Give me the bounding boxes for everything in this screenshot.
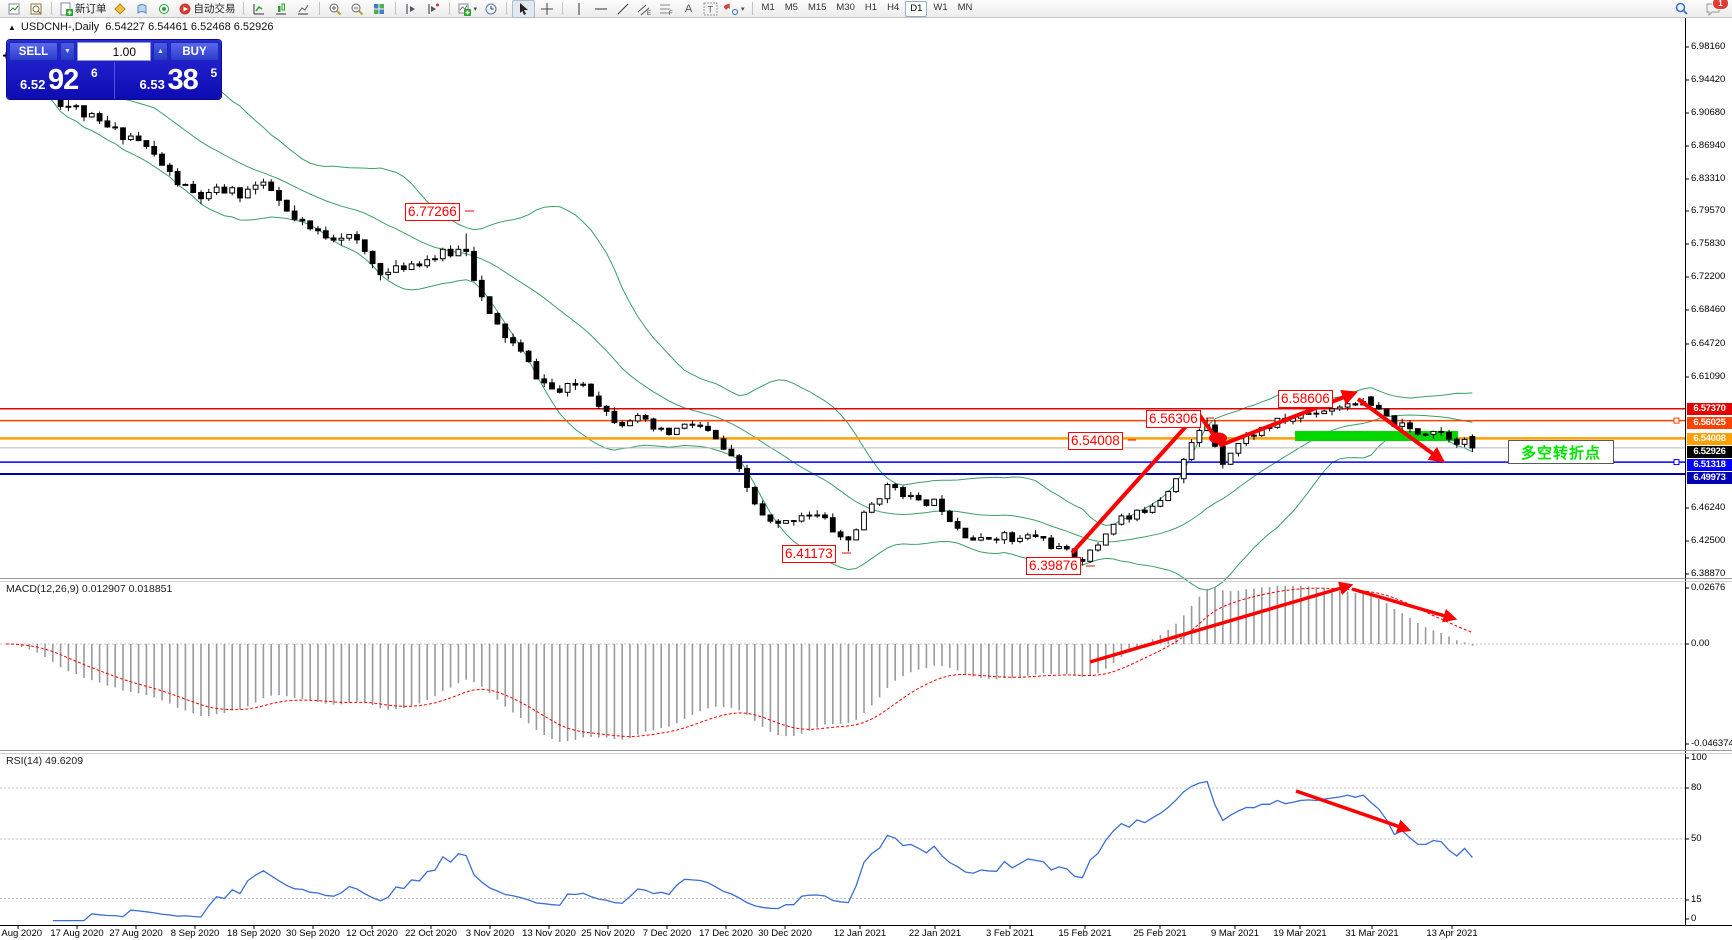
chart-autoscroll-icon[interactable] — [423, 1, 444, 17]
mql-community-icon[interactable] — [132, 1, 153, 17]
toolbar-separator — [394, 2, 396, 15]
chart-shift-icon[interactable] — [401, 1, 422, 17]
alerts-icon[interactable] — [110, 1, 131, 17]
bollinger-bands — [5, 43, 1473, 591]
chat-unread-badge: 1 — [1712, 0, 1729, 10]
fibonacci-tool[interactable]: F — [656, 1, 677, 17]
toolbar-separator — [51, 2, 52, 15]
panel-splitter-macd[interactable] — [0, 578, 1732, 579]
buy-price-point: 5 — [210, 66, 218, 80]
zoom-out-button[interactable] — [347, 1, 368, 17]
dropdown-caret-icon: ▾ — [741, 5, 745, 13]
line-selection-handle[interactable] — [1673, 459, 1680, 466]
ohlc-values: 6.54227 6.54461 6.52468 6.52926 — [105, 21, 274, 33]
rsi-indicator-label: RSI(14) 49.6209 — [6, 755, 84, 767]
red-ellipse-marker[interactable] — [1209, 432, 1227, 444]
vertical-line-tool[interactable] — [568, 1, 589, 17]
panel-splitter-rsi[interactable] — [0, 750, 1732, 751]
timeframe-button-h1[interactable]: H1 — [864, 2, 878, 13]
buy-price-area[interactable]: 6.53 38 5 — [115, 62, 222, 99]
collapse-arrow-icon[interactable]: ▲ — [8, 23, 16, 32]
svg-text:F: F — [669, 11, 673, 16]
svg-text:T: T — [708, 4, 714, 14]
dropdown-caret-icon: ▾ — [473, 5, 478, 13]
timeframe-button-m5[interactable]: M5 — [784, 2, 798, 13]
horizontal-level-lines[interactable] — [0, 408, 1685, 475]
toolbar-separator — [242, 2, 244, 15]
turning-point-annotation[interactable]: 多空转折点 — [1508, 440, 1614, 464]
timeframe-toolbar: M1 M5 M15 M30 H1 H4 D1 W1 MN — [758, 0, 977, 17]
zoom-in-button[interactable] — [325, 1, 346, 17]
green-zone-rectangle[interactable] — [1295, 431, 1458, 441]
timeframe-button-m1[interactable]: M1 — [761, 2, 775, 13]
crosshair-tool[interactable] — [536, 1, 557, 17]
auto-trading-button[interactable]: 自动交易 — [176, 1, 238, 17]
text-label-tool[interactable]: T — [700, 1, 721, 17]
sell-price-pips: 92 — [48, 64, 79, 96]
one-click-trading-panel: SELL ▼ 1.00 ▲ BUY 6.52 92 6 6.53 38 5 — [7, 40, 221, 99]
chat-icon[interactable]: 1 — [1702, 0, 1729, 17]
sell-price-base: 6.52 — [20, 77, 46, 92]
timeframe-button-d1[interactable]: D1 — [905, 0, 928, 17]
profiles-icon[interactable] — [25, 1, 46, 17]
timeframe-button-w1[interactable]: W1 — [933, 2, 948, 13]
toolbar-separator — [506, 2, 508, 15]
sell-price-area[interactable]: 6.52 92 6 — [7, 62, 115, 99]
add-indicator-button[interactable]: ▾ — [455, 1, 480, 17]
main-toolbar: 新订单 自动交易 ▾ — [0, 0, 1732, 18]
buy-price-base: 6.53 — [139, 77, 165, 92]
toolbar-separator — [562, 2, 564, 15]
volume-increase-button[interactable]: ▲ — [153, 42, 168, 61]
volume-input[interactable]: 1.00 — [77, 42, 151, 61]
panel-splitter-macd-2 — [0, 581, 1732, 582]
period-clock-icon[interactable] — [480, 1, 501, 17]
timeframe-button-h4[interactable]: H4 — [887, 2, 900, 13]
equidistant-channel-tool[interactable]: E — [634, 1, 655, 17]
line-selection-handle[interactable] — [1673, 417, 1680, 424]
red-annotation-arrows[interactable] — [1070, 390, 1458, 833]
new-order-label: 新订单 — [75, 3, 107, 15]
arrows-tool[interactable]: ▾ — [722, 1, 747, 17]
horizontal-line-tool[interactable] — [590, 1, 611, 17]
toolbar-separator — [448, 2, 450, 15]
sell-button[interactable]: SELL — [9, 42, 58, 61]
sell-price-point: 6 — [91, 66, 98, 80]
bar-chart-icon[interactable] — [249, 1, 270, 17]
auto-trading-label: 自动交易 — [193, 3, 236, 15]
cursor-tool[interactable] — [512, 0, 536, 18]
candlestick-chart-icon[interactable] — [271, 1, 292, 17]
new-order-button[interactable]: 新订单 — [57, 1, 109, 17]
price-axis-line[interactable] — [1685, 18, 1686, 925]
rsi-plot — [0, 780, 1685, 922]
timeframe-button-mn[interactable]: MN — [957, 2, 973, 13]
toolbar-separator — [751, 2, 753, 15]
tile-windows-icon[interactable] — [369, 1, 390, 17]
signals-icon[interactable] — [154, 1, 175, 17]
macd-indicator-label: MACD(12,26,9) 0.012907 0.018851 — [6, 583, 173, 595]
chart-title-line: ▲ USDCNH-,Daily 6.54227 6.54461 6.52468 6… — [8, 21, 274, 33]
date-axis-line[interactable] — [0, 925, 1732, 926]
panel-splitter-rsi-2 — [0, 753, 1732, 754]
text-tool[interactable]: A — [684, 2, 693, 15]
svg-text:E: E — [647, 11, 651, 16]
buy-price-pips: 38 — [167, 64, 199, 96]
buy-button[interactable]: BUY — [170, 42, 219, 61]
symbol-name: USDCNH-,Daily — [20, 21, 100, 33]
search-icon[interactable] — [1671, 1, 1692, 17]
macd-plot — [0, 585, 1685, 742]
volume-decrease-button[interactable]: ▼ — [60, 42, 75, 61]
trendline-tool[interactable] — [612, 1, 633, 17]
line-chart-icon[interactable] — [293, 1, 314, 17]
timeframe-button-m30[interactable]: M30 — [836, 2, 855, 13]
timeframe-button-m15[interactable]: M15 — [807, 2, 827, 13]
new-chart-icon[interactable] — [3, 1, 24, 17]
candlesticks — [3, 50, 1476, 566]
toolbar-separator — [318, 2, 320, 15]
